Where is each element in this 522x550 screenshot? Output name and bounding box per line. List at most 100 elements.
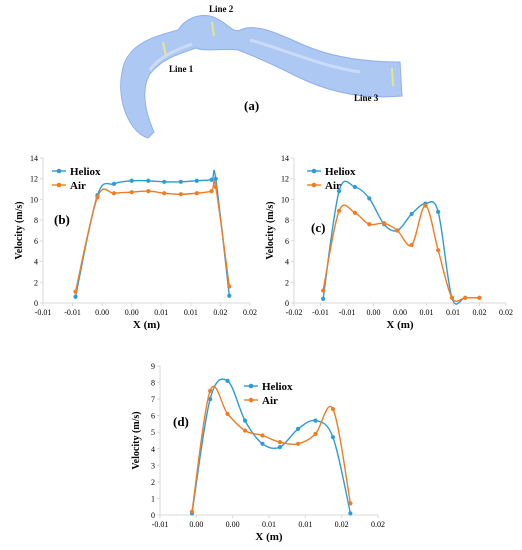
y-tick-label: 0 — [151, 511, 155, 520]
x-tick-label: 0.02 — [473, 308, 487, 317]
y-tick-label: 10 — [281, 195, 289, 204]
series-line-heliox — [74, 169, 230, 297]
data-point-heliox — [409, 211, 414, 217]
y-tick-label: 8 — [285, 216, 289, 225]
line-3-marker — [391, 67, 394, 87]
data-point-air — [436, 248, 441, 253]
data-point-air — [73, 289, 78, 294]
data-point-heliox — [348, 511, 353, 516]
data-point-air — [189, 509, 195, 514]
data-point-heliox — [321, 296, 326, 301]
x-tick-label: -0.01 — [312, 308, 329, 317]
data-point-air — [382, 221, 387, 226]
legend-marker-heliox — [311, 168, 317, 174]
legend-marker-heliox — [248, 383, 254, 389]
panel-a-airway-model: Line 1 Line 2 Line 3 (a) — [120, 4, 403, 139]
chart-d: 0 1 2 3 4 5 6 7 8 9 -0.01 0.00 0.00 0.01 0.01 0.02 0.02 X… — [131, 362, 385, 543]
data-point-heliox — [436, 209, 441, 214]
y-tick-label: 8 — [151, 379, 155, 388]
y-tick-label: 14 — [281, 154, 289, 163]
y-tick-label: 5 — [151, 428, 155, 437]
x-tick-label: 0.00 — [125, 308, 139, 317]
data-point-heliox — [73, 294, 78, 299]
x-axis-title: X (m) — [255, 531, 283, 543]
data-point-air — [313, 431, 318, 436]
x-tick-label: -0.01 — [339, 308, 356, 317]
data-point-heliox — [162, 179, 167, 184]
x-tick-label: 0.00 — [95, 308, 109, 317]
data-point-air — [95, 195, 100, 200]
data-point-air — [194, 191, 199, 196]
x-tick-label: -0.01 — [35, 308, 52, 317]
legend-marker-heliox — [56, 168, 62, 174]
y-tick-label: 4 — [285, 258, 289, 267]
airway-highlight — [148, 38, 361, 74]
data-point-heliox — [225, 378, 230, 383]
y-axis-title: Velocity (m/s) — [14, 201, 25, 259]
data-point-air — [295, 441, 301, 446]
x-tick-label: -0.01 — [64, 308, 81, 317]
y-tick-label: 6 — [285, 237, 289, 246]
data-point-heliox — [352, 184, 358, 190]
x-tick-label: 0.01 — [184, 308, 198, 317]
x-tick-label: 0.01 — [298, 520, 312, 529]
x-tick-label: 0.02 — [213, 308, 227, 317]
data-point-air — [330, 406, 336, 412]
data-point-heliox — [111, 181, 117, 186]
y-tick-label: 2 — [34, 278, 38, 287]
data-point-air — [213, 184, 218, 190]
y-tick-label: 4 — [151, 445, 155, 454]
data-point-heliox — [295, 426, 301, 432]
line-2-label: Line 2 — [209, 4, 234, 14]
legend-label-heliox: Heliox — [325, 166, 356, 178]
legend-marker-air — [311, 182, 317, 188]
data-point-air — [111, 191, 117, 196]
data-point-heliox — [213, 176, 218, 181]
data-point-heliox — [336, 189, 342, 194]
data-point-air — [409, 242, 414, 248]
x-tick-label: 0.02 — [499, 308, 513, 317]
data-point-air — [395, 228, 400, 233]
data-point-air — [209, 189, 214, 194]
data-point-heliox — [208, 397, 213, 402]
x-tick-label: 0.01 — [420, 308, 434, 317]
line-1-label: Line 1 — [169, 64, 194, 74]
x-tick-label: 0.00 — [367, 308, 381, 317]
data-point-air — [208, 388, 213, 393]
legend-label-air: Air — [70, 180, 86, 192]
data-point-air — [463, 295, 468, 300]
data-point-heliox — [194, 178, 199, 183]
y-axis-title: Velocity (m/s) — [265, 201, 276, 259]
data-point-air — [336, 208, 342, 213]
data-point-air — [162, 191, 167, 196]
data-point-heliox — [209, 177, 214, 182]
series-line-air — [191, 385, 352, 512]
y-tick-label: 6 — [151, 412, 155, 421]
data-point-air — [367, 222, 372, 227]
y-tick-label: 1 — [151, 494, 155, 503]
x-tick-label: -0.01 — [152, 520, 169, 529]
series-line-heliox — [191, 378, 352, 514]
data-point-heliox — [227, 293, 232, 298]
legend-label-heliox: Heliox — [70, 166, 101, 178]
series-line-air — [322, 204, 480, 303]
x-tick-label: 0.01 — [446, 308, 460, 317]
x-tick-label: 0.01 — [154, 308, 168, 317]
chart-c: 0 2 4 6 8 10 12 14 -0.02 -0.01 -0.01 0.00 0.00 0.01 0.… — [265, 154, 513, 331]
y-axis-title: Velocity (m/s) — [131, 411, 142, 469]
data-point-air — [242, 428, 248, 433]
x-axis-title: X (m) — [386, 319, 414, 331]
data-point-air — [321, 288, 326, 293]
panel-label: (c) — [311, 220, 325, 235]
data-point-heliox — [277, 445, 282, 450]
x-tick-label: 0.00 — [393, 308, 407, 317]
x-tick-label: 0.02 — [243, 308, 257, 317]
data-point-heliox — [178, 179, 183, 184]
y-tick-label: 12 — [281, 175, 289, 184]
data-point-air — [352, 210, 358, 215]
data-point-air — [449, 295, 455, 300]
data-point-air — [477, 295, 482, 300]
legend-marker-air — [248, 397, 254, 403]
legend-label-heliox: Heliox — [262, 381, 293, 393]
panel-label: (d) — [173, 414, 189, 429]
